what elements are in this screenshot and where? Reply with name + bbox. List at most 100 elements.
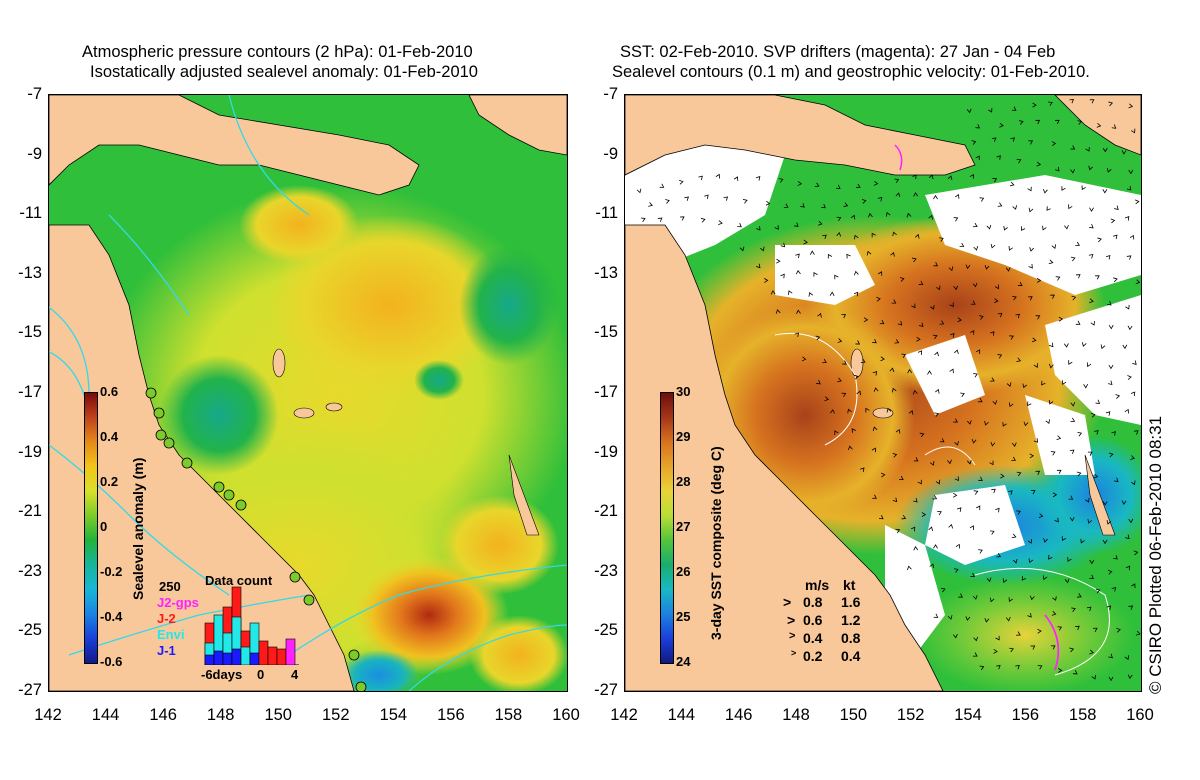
x-axis-label: 152 xyxy=(322,706,350,724)
velocity-arrow xyxy=(1056,469,1062,474)
y-axis-label: -15 xyxy=(18,323,42,342)
velocity-arrow xyxy=(975,155,980,161)
speed-legend-arrow: > xyxy=(787,612,796,628)
x-axis-label: 154 xyxy=(379,706,408,724)
speed-kt-4: 0.4 xyxy=(841,648,861,664)
velocity-arrow xyxy=(996,155,1001,160)
velocity-arrow xyxy=(917,350,923,355)
velocity-arrow xyxy=(678,179,684,185)
velocity-arrow xyxy=(984,265,990,270)
velocity-arrow xyxy=(854,374,859,380)
speed-legend-ms-header: m/s xyxy=(805,577,830,593)
velocity-arrow xyxy=(937,510,942,516)
velocity-arrow xyxy=(1027,612,1032,618)
left-title-line1: Atmospheric pressure contours (2 hPa): 0… xyxy=(82,43,473,61)
velocity-arrow xyxy=(1102,147,1108,153)
velocity-arrow xyxy=(916,336,921,342)
velocity-arrow xyxy=(1033,438,1039,443)
velocity-arrow xyxy=(1100,344,1106,350)
velocity-arrow xyxy=(954,441,959,446)
sst-colorbar-tick: 24 xyxy=(676,654,691,669)
velocity-arrow xyxy=(837,338,843,343)
inset-title: Data count xyxy=(205,573,273,588)
velocity-arrow xyxy=(841,392,847,398)
speed-legend-kt-header: kt xyxy=(843,577,856,593)
velocity-arrow xyxy=(867,212,873,218)
velocity-arrow xyxy=(989,460,994,466)
velocity-arrow xyxy=(994,298,999,304)
velocity-arrow xyxy=(1009,335,1014,340)
velocity-arrow xyxy=(1134,199,1140,205)
velocity-arrow xyxy=(933,613,939,618)
velocity-arrow xyxy=(1037,628,1042,634)
velocity-arrow xyxy=(954,476,959,482)
velocity-arrow xyxy=(841,313,847,319)
velocity-arrow xyxy=(1064,578,1070,584)
velocity-arrow xyxy=(956,507,962,512)
velocity-arrow xyxy=(861,199,867,204)
velocity-arrow xyxy=(1085,497,1090,503)
velocity-arrow xyxy=(1030,490,1036,495)
velocity-arrow xyxy=(1011,106,1017,111)
velocity-arrow xyxy=(1070,256,1076,262)
velocity-arrow xyxy=(1036,161,1042,167)
velocity-arrow xyxy=(1050,294,1055,299)
velocity-arrow xyxy=(1128,605,1134,610)
sealevel-colorbar-tick: -0.6 xyxy=(100,654,123,669)
velocity-arrow xyxy=(1089,574,1094,579)
y-axis-label: -23 xyxy=(18,561,42,580)
velocity-arrow xyxy=(958,593,963,598)
sst-colorbar-tick: 26 xyxy=(676,564,691,579)
velocity-arrow xyxy=(973,222,978,228)
velocity-arrow xyxy=(934,412,940,417)
sealevel-colorbar-tick: -0.4 xyxy=(100,609,123,624)
velocity-arrow xyxy=(908,410,914,415)
sealevel-colorbar-label: Sealevel anomaly (m) xyxy=(130,457,146,600)
sealevel-colorbar-tick: 0.6 xyxy=(100,384,119,399)
velocity-arrow xyxy=(1135,279,1141,285)
velocity-arrow xyxy=(1127,674,1133,680)
velocity-arrow xyxy=(877,196,883,202)
velocity-arrow xyxy=(871,447,876,453)
x-axis-label: 148 xyxy=(206,706,235,724)
velocity-arrow xyxy=(1089,559,1095,565)
velocity-arrow xyxy=(1125,565,1131,571)
velocity-arrow xyxy=(836,232,842,237)
velocity-arrow xyxy=(895,192,901,198)
velocity-arrow xyxy=(993,648,998,654)
velocity-arrow xyxy=(1017,281,1023,286)
velocity-arrow xyxy=(1126,185,1132,191)
velocity-arrow xyxy=(878,514,884,520)
velocity-arrow xyxy=(1076,471,1082,477)
velocity-arrow xyxy=(1128,169,1134,175)
velocity-arrow xyxy=(1069,449,1075,454)
velocity-arrow xyxy=(953,285,959,291)
sst-colorbar-tick: 28 xyxy=(676,474,691,489)
velocity-arrow xyxy=(778,178,784,183)
velocity-arrow xyxy=(1069,647,1075,653)
velocity-arrow xyxy=(824,396,830,402)
speed-legend-arrow: > xyxy=(791,648,797,658)
velocity-arrow xyxy=(1107,380,1113,386)
velocity-arrow xyxy=(929,563,935,569)
velocity-arrow xyxy=(940,587,946,593)
velocity-arrow xyxy=(891,299,897,304)
velocity-arrow xyxy=(918,322,924,328)
velocity-arrow xyxy=(1051,244,1057,249)
velocity-arrow xyxy=(1029,595,1035,601)
sst-colorbar-tick: 29 xyxy=(676,429,691,444)
velocity-arrow xyxy=(797,181,803,186)
velocity-arrow xyxy=(1133,550,1139,556)
y-axis-label: -17 xyxy=(18,383,42,401)
velocity-arrow xyxy=(665,199,670,204)
velocity-arrow xyxy=(1048,259,1054,265)
velocity-arrow xyxy=(966,459,972,465)
y-axis-label: -9 xyxy=(603,144,618,163)
velocity-arrow xyxy=(1020,226,1026,231)
velocity-arrow xyxy=(1055,119,1060,125)
inset-xtick-0: 0 xyxy=(257,667,265,682)
velocity-arrow xyxy=(850,214,856,220)
velocity-arrow xyxy=(1090,413,1096,418)
velocity-arrow xyxy=(914,233,920,239)
velocity-arrow xyxy=(1105,411,1111,416)
